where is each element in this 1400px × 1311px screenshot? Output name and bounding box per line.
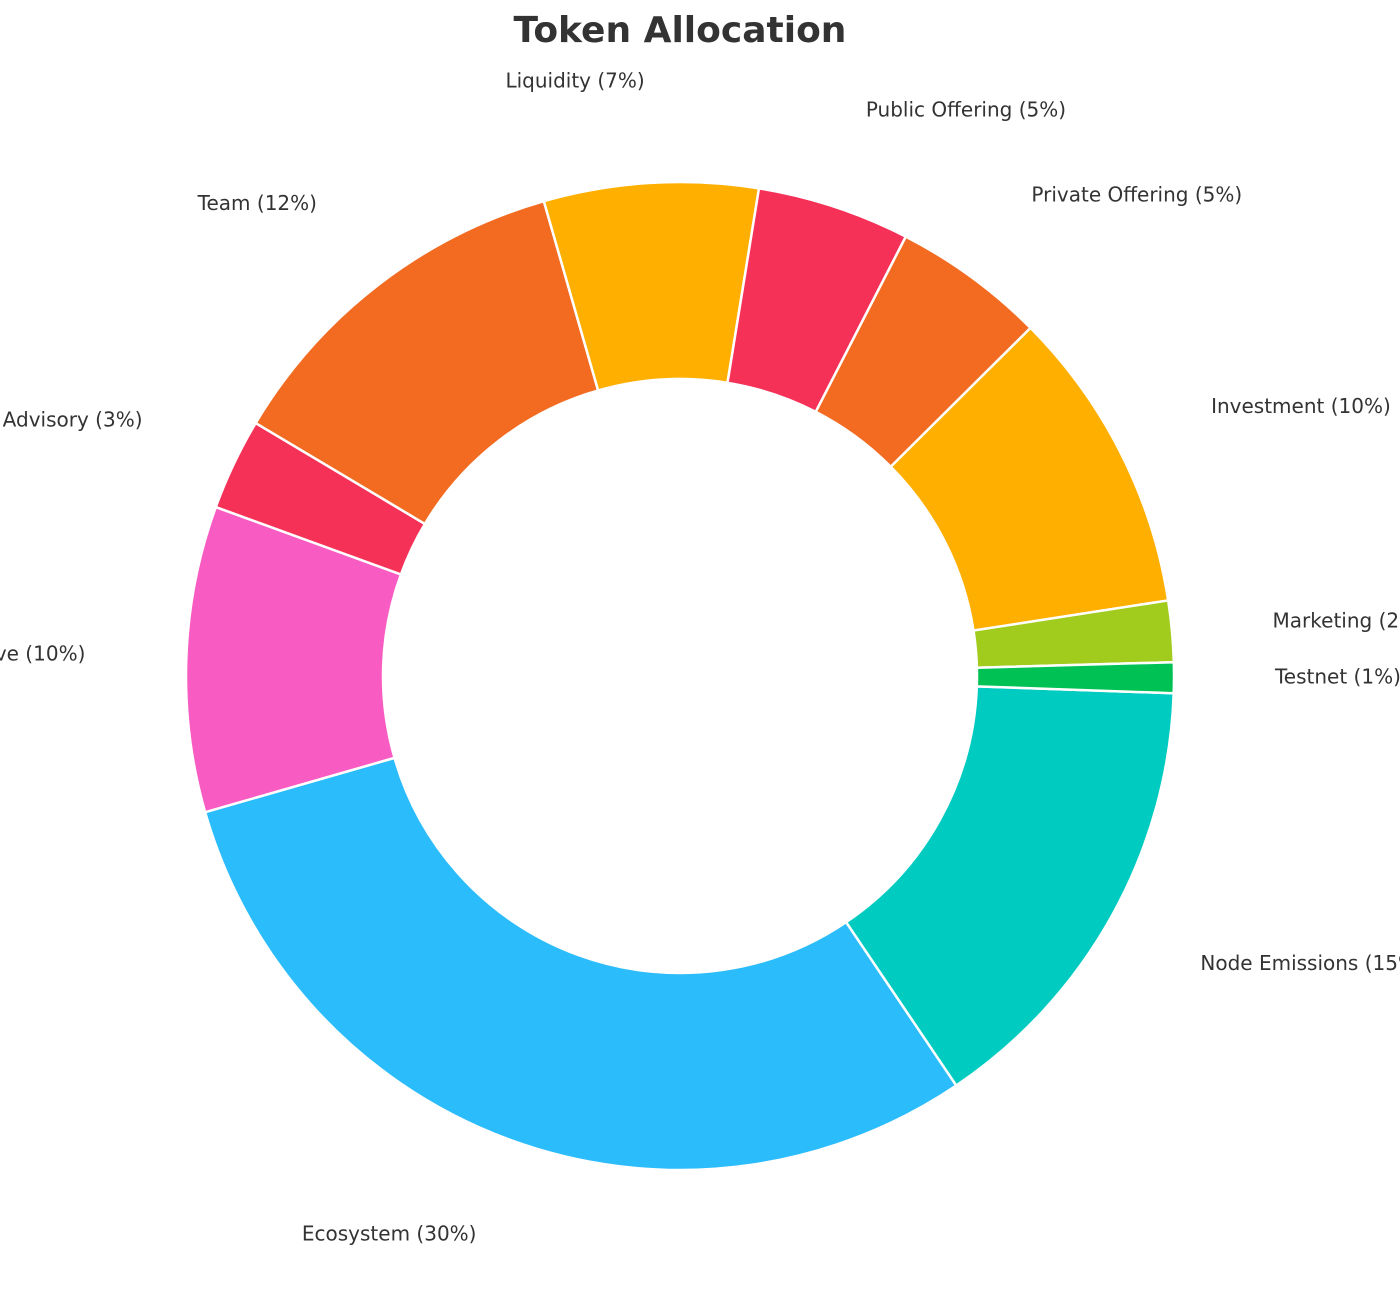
label-team: Team (12%) xyxy=(197,191,317,215)
donut-slices xyxy=(184,180,1176,1172)
slice-testnet xyxy=(975,660,1176,695)
label-investment: Investment (10%) xyxy=(1211,394,1391,418)
label-testnet: Testnet (1%) xyxy=(1274,665,1400,689)
label-marketing: Marketing (2%) xyxy=(1273,609,1400,633)
slice-team xyxy=(254,199,600,526)
label-private-offering: Private Offering (5%) xyxy=(1031,182,1242,206)
label-reserve: Reserve (10%) xyxy=(0,642,85,666)
slice-node-emissions xyxy=(844,685,1175,1087)
slice-ecosystem xyxy=(203,756,958,1172)
label-node-emissions: Node Emissions (15%) xyxy=(1200,951,1400,975)
chart-title: Token Allocation xyxy=(513,10,847,51)
label-liquidity: Liquidity (7%) xyxy=(505,69,644,93)
label-public-offering: Public Offering (5%) xyxy=(866,97,1066,121)
label-advisory: Advisory (3%) xyxy=(3,407,143,431)
slice-labels: Node Emissions (15%) Ecosystem (30%) Reser… xyxy=(0,69,1400,1246)
label-ecosystem: Ecosystem (30%) xyxy=(302,1222,477,1246)
